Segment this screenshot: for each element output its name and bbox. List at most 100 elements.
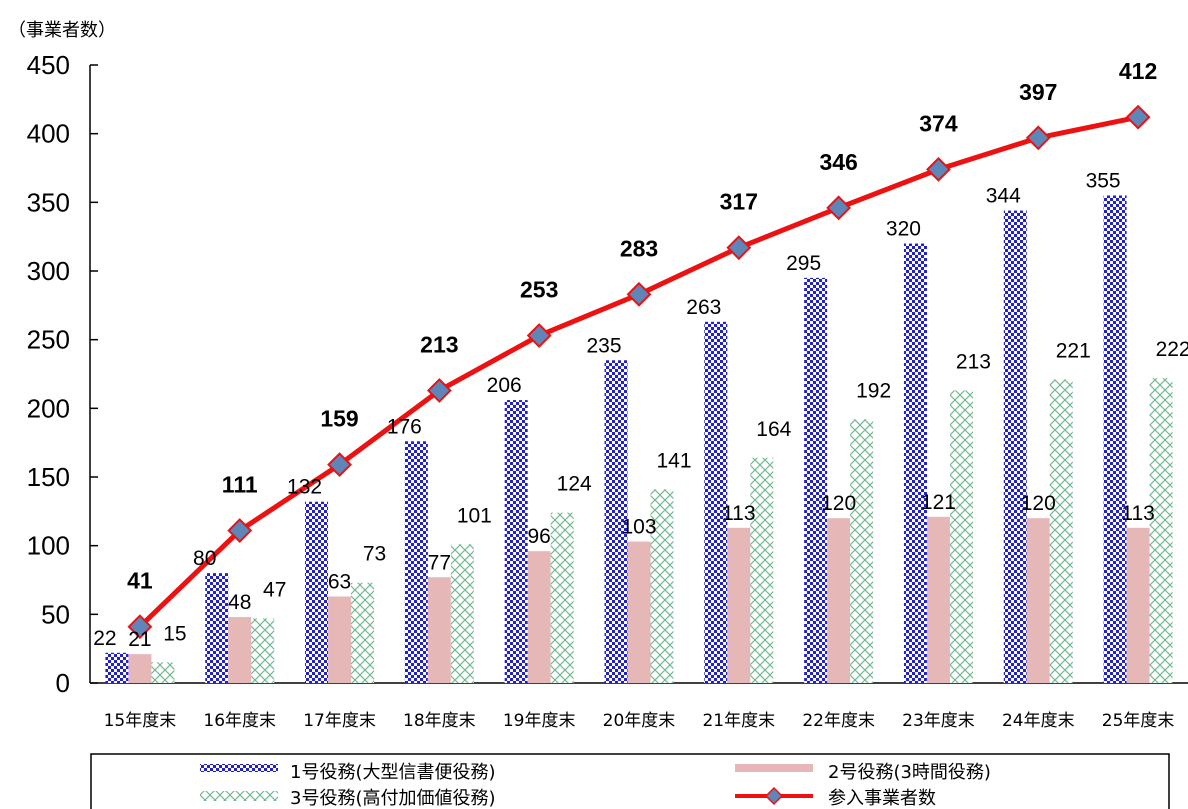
y-axis: 0 50 100 150 200 250 300 350 400 450 [27, 50, 98, 698]
bar-series-1 [105, 652, 129, 683]
bar-value-label: 15 [163, 622, 186, 645]
line-point-marker [826, 195, 852, 221]
bar-value-label: 103 [621, 516, 656, 539]
x-tick-label: 19年度末 [503, 711, 576, 731]
line-point-marker [127, 614, 153, 640]
bar-value-label: 47 [263, 578, 286, 601]
legend: 1号役務(大型信書便役務) 2号役務(3時間役務) 3号役務(高付加価値役務) … [90, 753, 1170, 809]
bar-value-label: 120 [821, 492, 856, 515]
legend-swatch-series-2 [735, 764, 813, 772]
legend-frame [90, 753, 1170, 809]
bar-series-1 [504, 400, 528, 683]
legend-label-series-1: 1号役務(大型信書便役務) [290, 762, 496, 783]
x-tick-label: 23年度末 [902, 711, 975, 731]
y-tick-label: 250 [27, 325, 70, 355]
bar-value-label: 141 [656, 449, 691, 472]
bar-value-label: 222 [1156, 338, 1188, 361]
line-value-label: 159 [320, 406, 358, 432]
bar-series-3 [650, 489, 674, 683]
line-series-group [127, 104, 1151, 640]
bar-series-1 [404, 441, 428, 683]
bar-series-1 [205, 573, 229, 683]
bar-value-label: 132 [287, 476, 322, 499]
y-tick-label: 450 [27, 50, 70, 80]
y-tick-label: 350 [27, 187, 70, 217]
bar-series-1 [305, 501, 329, 683]
x-tick-label: 15年度末 [104, 711, 177, 731]
bar-value-label: 96 [528, 525, 551, 548]
bar-series-3 [251, 618, 275, 683]
bar-value-label: 80 [193, 547, 216, 570]
bar-series-2 [328, 596, 352, 683]
bar-value-label: 124 [557, 473, 592, 496]
line-value-label: 253 [520, 277, 558, 303]
bar-series-2 [128, 654, 152, 683]
bar-value-label: 73 [363, 543, 386, 566]
bar-series-2 [627, 541, 651, 683]
line-point-marker [1025, 125, 1051, 151]
bar-series-3 [750, 457, 774, 683]
x-tick-label: 16年度末 [203, 711, 276, 731]
x-tick-label: 20年度末 [603, 711, 676, 731]
bar-series-2 [427, 577, 451, 683]
line-point-marker [227, 518, 253, 543]
x-tick-label: 17年度末 [303, 711, 376, 731]
bar-series-3 [1049, 379, 1073, 683]
x-axis: 15年度末 16年度末 17年度末 18年度末 19年度末 20年度末 21年度末 22年度末… [90, 682, 1188, 731]
bar-series-1 [1003, 210, 1027, 683]
line-value-label: 317 [720, 189, 758, 215]
x-tick-label: 22年度末 [802, 711, 875, 731]
data-labels: 22 80 132 176 206 235 263 295 320 344 355 21 48 63 77 9… [93, 58, 1188, 651]
bar-value-label: 221 [1056, 339, 1091, 362]
bar-series-1 [1103, 195, 1127, 683]
bar-series-3 [151, 662, 175, 683]
bar-series-2 [228, 617, 252, 683]
bar-value-label: 121 [921, 491, 956, 514]
bar-value-label: 63 [328, 570, 351, 593]
legend-label-series-4: 参入事業者数 [828, 788, 936, 809]
line-value-label: 213 [420, 331, 458, 357]
x-tick-label: 25年度末 [1102, 711, 1175, 731]
bar-series-3 [550, 512, 574, 683]
y-tick-label: 0 [56, 668, 70, 698]
legend-swatch-series-4-marker [764, 786, 784, 806]
y-tick-label: 400 [27, 119, 70, 149]
line-value-label: 397 [1019, 79, 1057, 105]
line-point-marker [1125, 104, 1151, 130]
bar-value-label: 320 [886, 218, 921, 241]
bar-series-3 [850, 419, 874, 683]
x-tick-label: 18年度末 [403, 711, 476, 731]
bar-series-1 [704, 321, 728, 683]
bar-value-label: 120 [1021, 492, 1056, 515]
bar-value-label: 22 [93, 627, 116, 650]
y-tick-label: 150 [27, 462, 70, 492]
legend-swatch-series-3 [200, 791, 278, 801]
bar-value-label: 164 [756, 418, 791, 441]
bar-value-label: 113 [1121, 502, 1154, 525]
line-value-label: 374 [919, 110, 958, 136]
bar-series-1 [903, 243, 927, 684]
bar-series-1 [804, 277, 828, 683]
line-value-label: 412 [1119, 58, 1157, 84]
bar-value-label: 77 [428, 551, 451, 574]
bar-series-2 [1126, 527, 1150, 683]
bar-value-label: 48 [228, 591, 251, 614]
line-point-marker [626, 281, 652, 307]
x-tick-label: 21年度末 [702, 711, 775, 731]
bar-value-label: 355 [1086, 169, 1121, 192]
bar-value-label: 295 [786, 252, 821, 275]
line-point-marker [926, 156, 951, 182]
y-tick-label: 50 [41, 599, 70, 629]
legend-label-series-3: 3号役務(高付加価値役務) [290, 788, 496, 809]
y-tick-label: 200 [27, 393, 70, 423]
line-value-label: 41 [127, 568, 153, 594]
line-point-marker [327, 452, 352, 478]
bar-series-group [105, 195, 1173, 684]
bar-series-3 [949, 390, 973, 683]
y-tick-label: 300 [27, 256, 70, 286]
line-value-label: 111 [222, 472, 258, 498]
bar-value-label: 263 [686, 296, 721, 319]
bar-series-2 [926, 516, 950, 683]
line-value-label: 283 [620, 235, 658, 261]
bar-value-label: 113 [722, 502, 755, 525]
